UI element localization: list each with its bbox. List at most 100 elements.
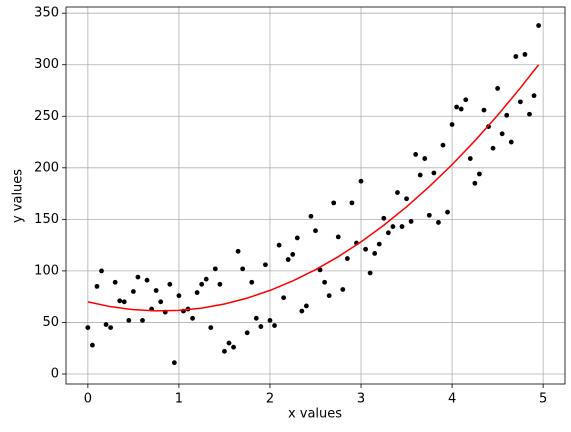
point: [308, 213, 314, 219]
point: [258, 324, 264, 329]
point: [99, 268, 104, 274]
point: [85, 325, 91, 331]
y-tick-label: 100: [34, 263, 59, 278]
point: [217, 281, 223, 287]
y-tick-label: 250: [34, 109, 59, 124]
point: [344, 256, 350, 261]
point: [203, 276, 209, 282]
point: [121, 299, 127, 305]
point: [117, 298, 123, 304]
point: [467, 156, 473, 161]
point: [440, 142, 446, 148]
point: [130, 289, 136, 294]
point: [212, 266, 218, 272]
point: [390, 224, 396, 229]
y-tick-label: 150: [34, 212, 59, 227]
x-tick-label: 2: [266, 392, 274, 407]
point: [240, 266, 246, 272]
point: [527, 111, 532, 117]
point: [358, 178, 364, 184]
y-axis-label: y values: [11, 169, 26, 223]
point: [94, 283, 100, 289]
point: [253, 315, 259, 321]
point: [294, 235, 300, 241]
point: [454, 104, 460, 110]
plot-frame: [65, 6, 566, 385]
y-tick-label: 0: [51, 367, 59, 382]
point: [436, 220, 441, 225]
point: [244, 330, 250, 336]
point: [522, 52, 528, 57]
point: [363, 246, 368, 252]
point: [267, 317, 273, 323]
point: [472, 180, 478, 186]
point: [408, 219, 414, 224]
point: [276, 242, 282, 248]
point: [517, 99, 523, 105]
point: [313, 228, 318, 234]
point: [322, 279, 328, 285]
point: [449, 122, 455, 127]
x-tick-label: 3: [357, 392, 365, 407]
point: [103, 322, 109, 327]
point: [372, 250, 378, 256]
point: [199, 281, 205, 287]
point: [231, 344, 236, 350]
point: [335, 234, 341, 240]
fit-line: [87, 64, 540, 312]
point: [285, 257, 291, 262]
point: [190, 315, 195, 321]
point: [153, 288, 159, 293]
point: [431, 170, 437, 176]
point: [249, 279, 255, 285]
point: [144, 277, 150, 283]
point: [194, 290, 200, 295]
point: [171, 360, 177, 366]
point: [508, 139, 514, 145]
point: [426, 212, 432, 218]
point: [349, 200, 355, 206]
point: [176, 293, 182, 299]
point: [385, 230, 391, 236]
point: [536, 23, 541, 28]
y-tick-label: 300: [34, 57, 59, 72]
point: [108, 325, 114, 331]
point: [376, 241, 382, 247]
x-tick-label: 5: [539, 392, 547, 407]
point: [226, 340, 232, 346]
point: [381, 215, 387, 221]
point: [126, 317, 132, 323]
y-tick-label: 350: [34, 6, 59, 21]
point: [326, 293, 332, 299]
point: [158, 299, 164, 305]
point: [531, 93, 537, 99]
point: [458, 106, 464, 112]
point: [140, 317, 145, 323]
x-tick-label: 0: [84, 392, 92, 407]
point: [112, 279, 118, 285]
point: [90, 342, 95, 348]
point: [272, 323, 277, 328]
point: [463, 97, 469, 103]
point: [135, 274, 141, 280]
point: [513, 54, 519, 59]
point: [499, 131, 505, 137]
point: [222, 348, 227, 354]
point: [299, 308, 305, 314]
point: [290, 252, 296, 257]
point: [399, 224, 405, 229]
point: [235, 248, 241, 254]
point: [340, 287, 346, 292]
point: [477, 171, 482, 177]
point: [263, 262, 268, 268]
point: [303, 303, 309, 309]
point: [208, 325, 214, 331]
point: [413, 152, 419, 157]
point: [495, 86, 501, 91]
point: [317, 267, 323, 273]
point: [481, 107, 487, 113]
point: [417, 172, 423, 178]
y-tick-label: 50: [42, 315, 59, 330]
x-tick-label: 1: [175, 392, 183, 407]
